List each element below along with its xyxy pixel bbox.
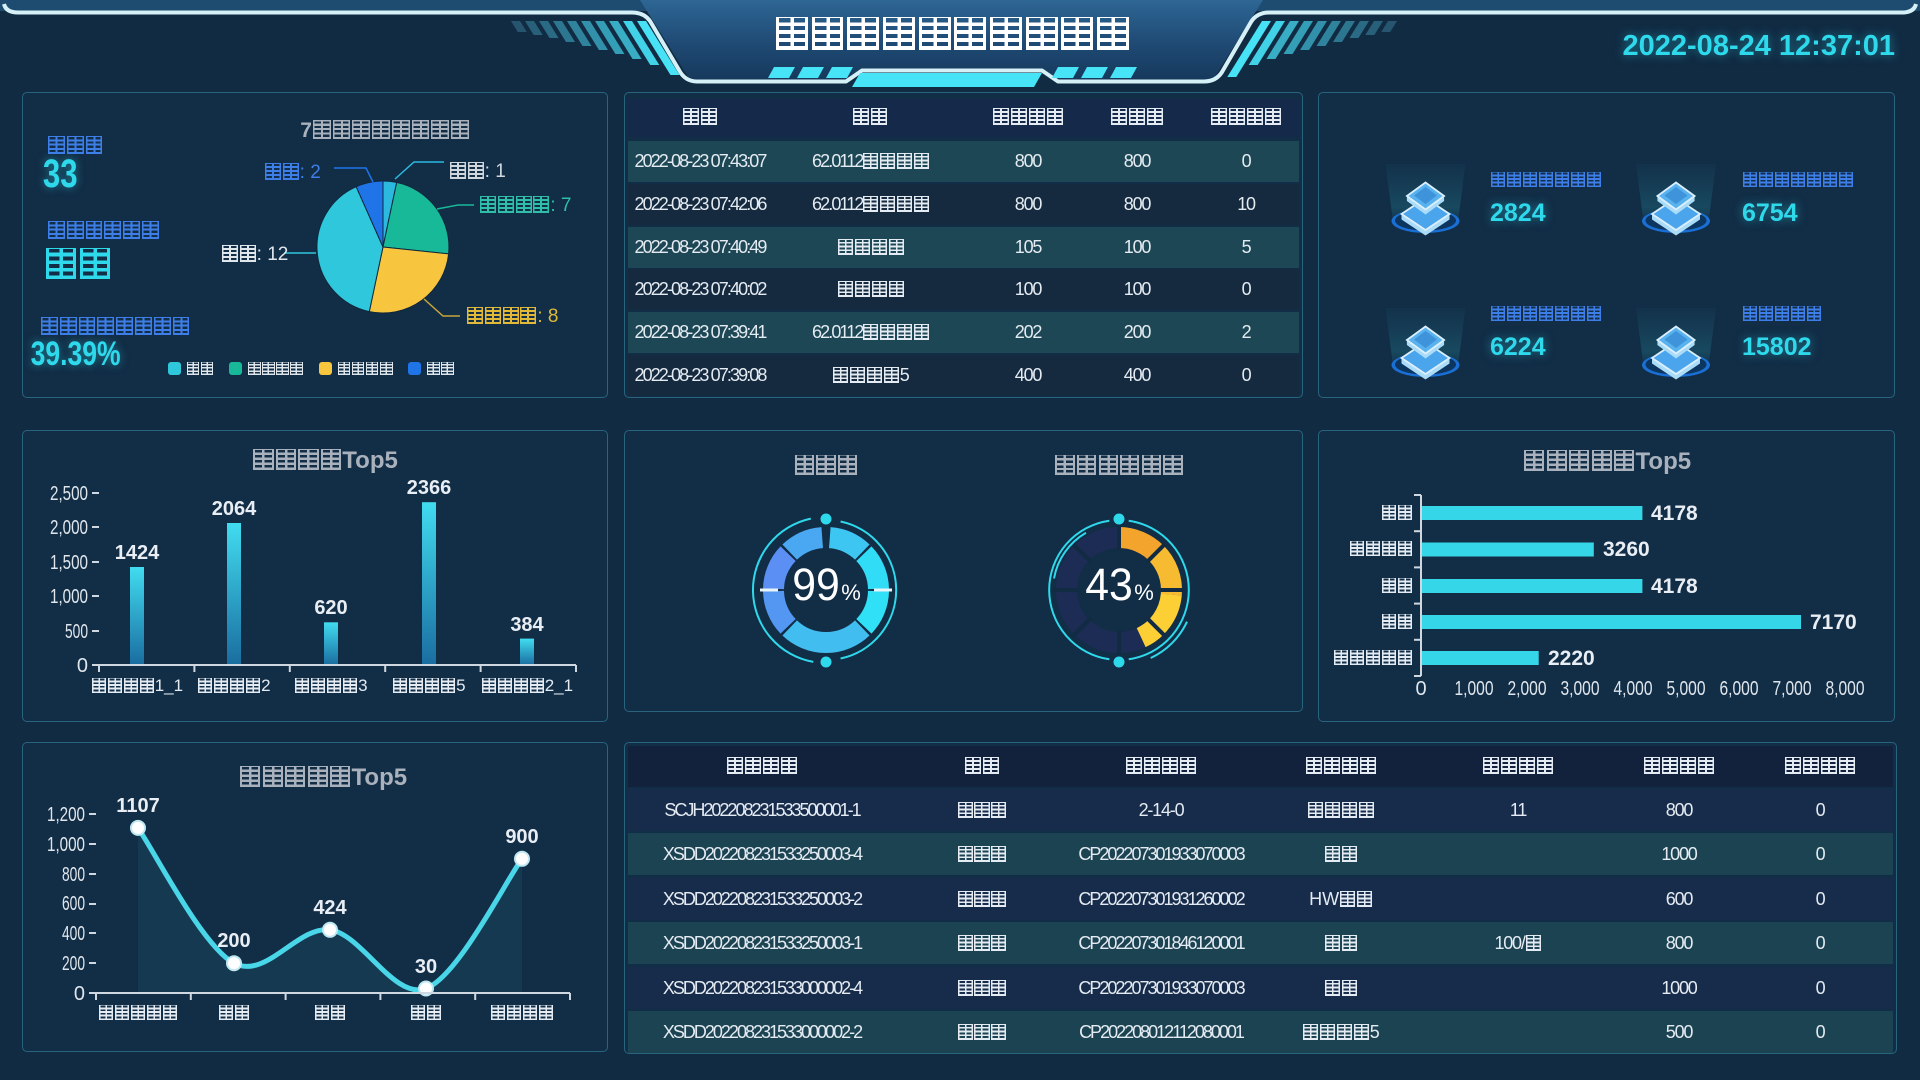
svg-text:5,000: 5,000 <box>1667 678 1706 700</box>
svg-text:2,500: 2,500 <box>50 483 88 505</box>
svg-text:400: 400 <box>62 923 85 945</box>
svg-text:500: 500 <box>65 621 88 643</box>
svg-text:424: 424 <box>313 897 347 919</box>
svg-text:4178: 4178 <box>1651 575 1698 598</box>
svg-text:384: 384 <box>510 614 544 636</box>
svg-text:2366: 2366 <box>407 477 452 499</box>
svg-text:2,000: 2,000 <box>1508 678 1547 700</box>
svg-text:2064: 2064 <box>212 498 257 520</box>
svg-text:8,000: 8,000 <box>1826 678 1865 700</box>
svg-text:1,500: 1,500 <box>50 552 88 574</box>
svg-text:600: 600 <box>62 893 85 915</box>
svg-text:30: 30 <box>415 956 437 978</box>
svg-text:6,000: 6,000 <box>1720 678 1759 700</box>
svg-text:4,000: 4,000 <box>1614 678 1653 700</box>
svg-text:620: 620 <box>314 597 347 619</box>
svg-text:1,200: 1,200 <box>47 804 85 826</box>
svg-text:0: 0 <box>77 655 88 677</box>
svg-text:7,000: 7,000 <box>1773 678 1812 700</box>
svg-text:2220: 2220 <box>1548 647 1595 670</box>
svg-text:0: 0 <box>74 983 85 1005</box>
svg-text:1107: 1107 <box>116 795 159 817</box>
svg-text:4178: 4178 <box>1651 502 1698 525</box>
svg-text:900: 900 <box>505 826 538 848</box>
svg-text:1,000: 1,000 <box>1455 678 1494 700</box>
svg-text:1,000: 1,000 <box>47 834 85 856</box>
svg-text:2,000: 2,000 <box>50 517 88 539</box>
svg-text:3,000: 3,000 <box>1561 678 1600 700</box>
svg-text:1,000: 1,000 <box>50 586 88 608</box>
svg-text:3260: 3260 <box>1603 538 1650 561</box>
svg-text:1424: 1424 <box>115 542 160 564</box>
svg-text:200: 200 <box>217 930 250 952</box>
svg-text:0: 0 <box>1415 678 1426 700</box>
svg-text:200: 200 <box>62 953 85 975</box>
svg-text:800: 800 <box>62 864 85 886</box>
svg-text:7170: 7170 <box>1810 611 1857 634</box>
